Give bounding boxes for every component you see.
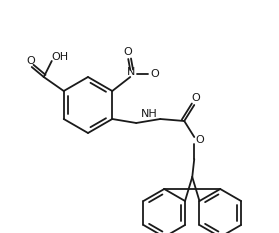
Text: O: O — [124, 47, 133, 57]
Text: O: O — [196, 135, 205, 145]
Text: OH: OH — [51, 52, 68, 62]
Text: N: N — [127, 67, 135, 77]
Text: NH: NH — [141, 109, 158, 119]
Text: O: O — [27, 56, 35, 66]
Text: O: O — [151, 69, 160, 79]
Text: O: O — [192, 93, 201, 103]
